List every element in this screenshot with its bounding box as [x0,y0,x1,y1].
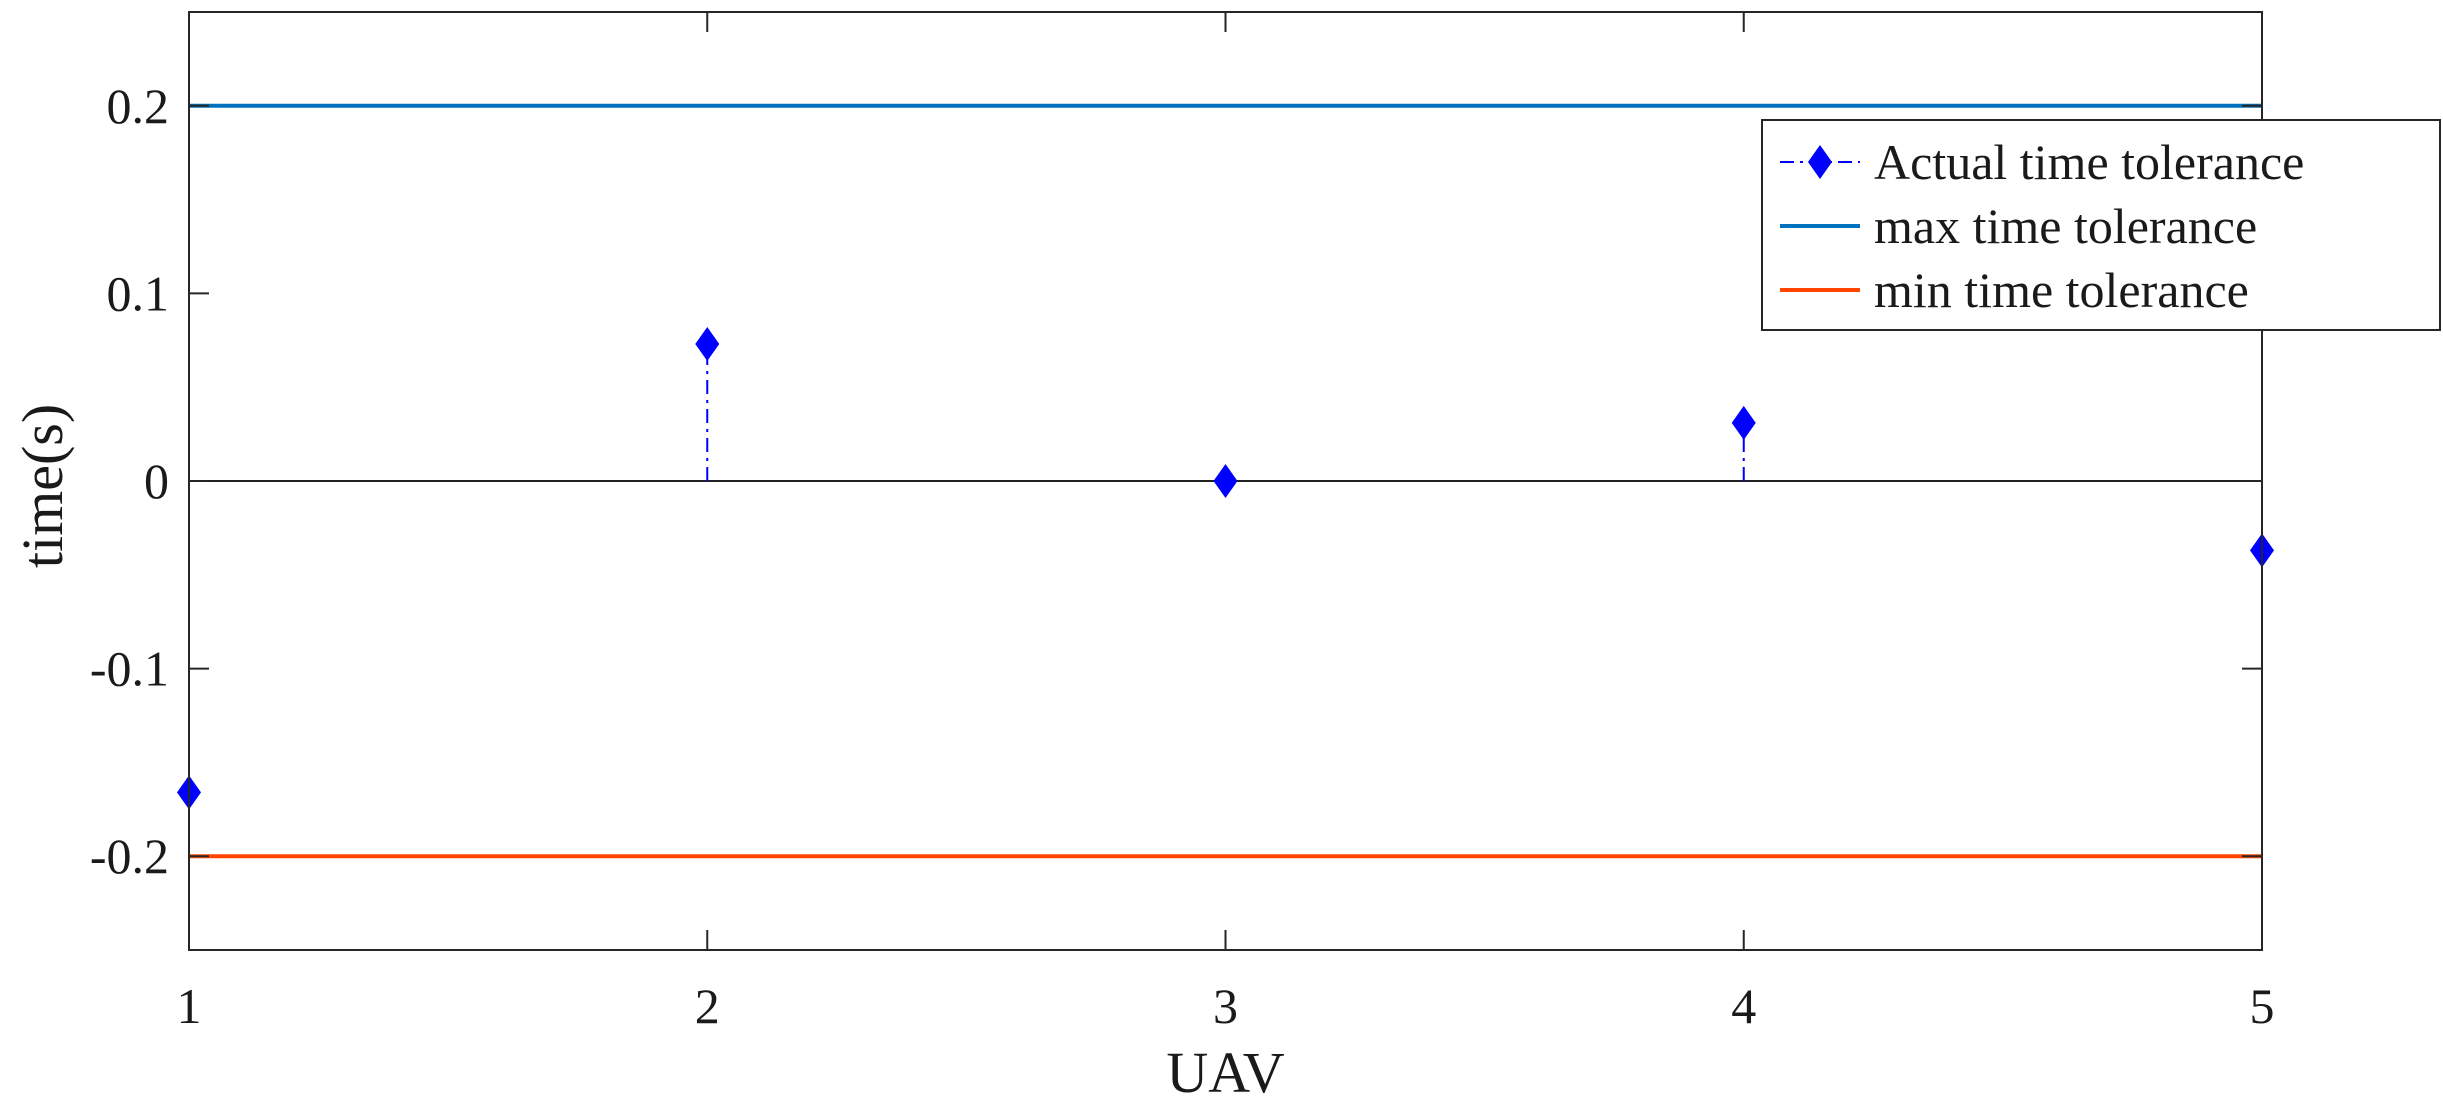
x-tick-label: 1 [177,978,202,1034]
legend-swatch-marker [1808,145,1832,179]
x-axis-title: UAV [1166,1040,1284,1105]
x-tick-label: 4 [1731,978,1756,1034]
data-point-marker [1731,405,1756,440]
plot-area [177,103,2274,859]
axes: -0.2 -0.1 0 0.1 0.2 1 2 3 4 5 [90,11,2275,1034]
legend-label: max time tolerance [1874,198,2257,254]
y-tick-label: -0.2 [90,828,169,884]
legend-label: min time tolerance [1874,262,2249,318]
legend-box [1761,119,2441,331]
x-tick-label: 2 [695,978,720,1034]
y-tick-label: 0.2 [107,78,170,134]
y-tick-label: 0.1 [107,265,170,321]
y-tick-label: -0.1 [90,641,169,697]
y-axis-title: time(s) [10,404,75,568]
legend: Actual time tolerance max time tolerance m… [1761,119,2441,331]
data-point-marker [695,327,720,362]
legend-label: Actual time tolerance [1874,134,2304,190]
y-tick-label: 0 [144,453,169,509]
x-tick-label: 5 [2250,978,2275,1034]
x-tick-label: 3 [1213,978,1238,1034]
data-point-marker [1213,464,1238,498]
